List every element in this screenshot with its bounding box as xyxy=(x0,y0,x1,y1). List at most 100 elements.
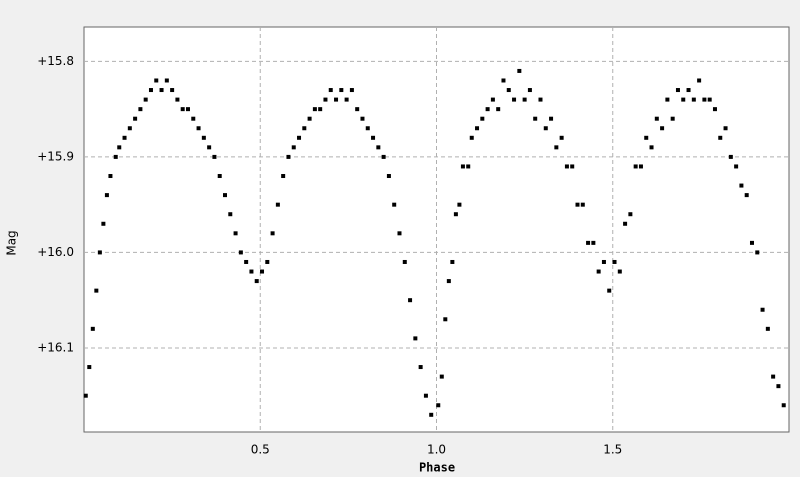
data-point xyxy=(164,78,169,83)
data-point xyxy=(501,78,506,83)
data-point xyxy=(339,88,344,93)
data-point xyxy=(423,393,428,398)
data-point xyxy=(665,97,670,102)
data-point xyxy=(408,298,413,303)
data-point xyxy=(104,193,109,198)
data-point xyxy=(564,164,569,169)
data-point xyxy=(596,269,601,274)
data-point xyxy=(443,317,448,322)
data-point xyxy=(591,240,596,245)
data-point xyxy=(185,107,190,112)
data-point xyxy=(275,202,280,207)
data-point xyxy=(512,97,517,102)
data-point xyxy=(527,88,532,93)
data-point xyxy=(254,279,259,284)
data-point xyxy=(291,145,296,150)
data-point xyxy=(94,288,99,293)
data-point xyxy=(191,116,196,121)
data-point xyxy=(113,154,118,159)
data-point xyxy=(496,107,501,112)
data-point xyxy=(249,269,254,274)
data-point xyxy=(376,145,381,150)
y-tick-label: +16.0 xyxy=(37,245,74,259)
x-axis-label: Phase xyxy=(419,461,455,475)
data-point xyxy=(649,145,654,150)
data-point xyxy=(765,326,770,331)
data-point xyxy=(223,193,227,198)
data-point xyxy=(270,231,275,236)
data-point xyxy=(90,326,95,331)
data-point xyxy=(697,78,702,83)
data-point xyxy=(381,154,386,159)
data-point xyxy=(638,164,643,169)
data-point xyxy=(228,212,233,217)
data-point xyxy=(617,269,622,274)
data-point xyxy=(517,68,522,73)
data-point xyxy=(749,240,754,245)
data-point xyxy=(623,221,628,226)
data-point xyxy=(457,202,462,207)
data-point xyxy=(334,97,339,102)
data-point xyxy=(760,307,765,312)
data-point xyxy=(549,116,554,121)
data-point xyxy=(154,78,159,83)
data-point xyxy=(365,126,370,131)
data-point xyxy=(675,88,680,93)
data-point xyxy=(633,164,638,169)
data-point xyxy=(776,384,781,389)
data-point xyxy=(702,97,707,102)
data-point xyxy=(586,240,591,245)
data-point xyxy=(97,250,102,255)
data-point xyxy=(450,259,455,264)
data-point xyxy=(439,374,444,379)
data-point xyxy=(175,97,180,102)
data-point xyxy=(723,126,728,131)
x-tick-label: 1.5 xyxy=(603,443,622,457)
data-point xyxy=(522,97,527,102)
data-point xyxy=(159,88,164,93)
data-point xyxy=(170,88,175,93)
x-tick-label: 1.0 xyxy=(427,443,446,457)
data-point xyxy=(402,259,407,264)
data-point xyxy=(554,145,559,150)
data-point xyxy=(108,174,113,179)
data-point xyxy=(122,135,127,140)
data-point xyxy=(781,403,786,408)
data-point xyxy=(360,116,365,121)
data-point xyxy=(302,126,307,131)
data-point xyxy=(601,259,606,264)
data-point xyxy=(707,97,712,102)
data-point xyxy=(436,403,441,408)
data-point xyxy=(506,88,511,93)
data-point xyxy=(371,135,376,140)
data-point xyxy=(728,154,733,159)
x-tick-label: 0.5 xyxy=(251,443,270,457)
data-point xyxy=(660,126,665,131)
data-point xyxy=(670,116,675,121)
data-point xyxy=(418,365,423,370)
data-point xyxy=(312,107,317,112)
data-point xyxy=(466,164,471,169)
data-point xyxy=(538,97,543,102)
y-axis-label: Mag xyxy=(5,230,19,255)
data-point xyxy=(469,135,474,140)
data-point xyxy=(217,174,222,179)
data-point xyxy=(83,393,88,398)
data-point xyxy=(446,279,451,284)
data-point xyxy=(386,174,391,179)
data-point xyxy=(533,116,538,121)
data-point xyxy=(138,107,143,112)
data-point xyxy=(127,126,132,131)
data-point xyxy=(307,116,312,121)
data-point xyxy=(612,259,617,264)
data-point xyxy=(771,374,776,379)
data-point xyxy=(739,183,744,188)
data-point xyxy=(429,412,434,417)
data-point xyxy=(575,202,580,207)
data-point xyxy=(260,269,265,274)
data-point xyxy=(485,107,490,112)
data-point xyxy=(718,135,723,140)
data-point xyxy=(453,212,458,217)
data-point xyxy=(355,107,360,112)
